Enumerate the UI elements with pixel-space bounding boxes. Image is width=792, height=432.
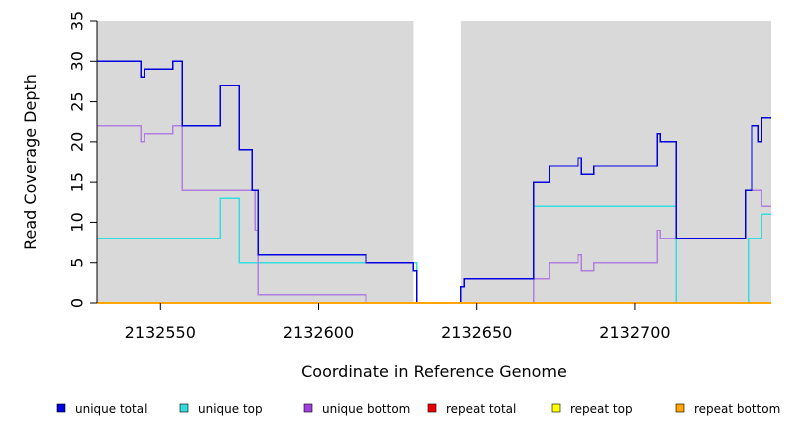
legend-swatch bbox=[179, 403, 189, 413]
y-tick-label: 5 bbox=[68, 258, 87, 268]
series-line-unique-total bbox=[97, 60, 771, 304]
legend-item-repeat-top: repeat top bbox=[551, 402, 633, 416]
shaded-region-1 bbox=[460, 21, 771, 303]
x-tick-label: 2132600 bbox=[283, 323, 354, 342]
x-axis-title: Coordinate in Reference Genome bbox=[301, 362, 567, 381]
legend-item-unique-top: unique top bbox=[179, 402, 263, 416]
plot-shaded-regions bbox=[97, 21, 771, 303]
legend-item-unique-total: unique total bbox=[56, 402, 147, 416]
legend-label: repeat total bbox=[446, 402, 516, 416]
legend-label: unique top bbox=[198, 402, 263, 416]
axes-layer: 0 5 10 15 20 25 30 35 2132550 2132600 2132650 21327… bbox=[68, 11, 671, 342]
y-tick-label: 35 bbox=[68, 11, 87, 31]
series-layer bbox=[97, 60, 771, 304]
y-tick-label: 0 bbox=[68, 298, 87, 308]
y-tick-label: 15 bbox=[68, 172, 87, 192]
x-tick-label: 2132550 bbox=[125, 323, 196, 342]
legend-label: unique bottom bbox=[322, 402, 410, 416]
legend-swatch bbox=[675, 403, 685, 413]
legend: unique total unique top unique bottom repea… bbox=[56, 402, 780, 416]
legend-label: repeat bottom bbox=[694, 402, 780, 416]
y-tick-label: 25 bbox=[68, 91, 87, 111]
series-line-unique-bottom bbox=[97, 125, 771, 304]
legend-label: repeat top bbox=[570, 402, 633, 416]
legend-item-repeat-bottom: repeat bottom bbox=[675, 402, 780, 416]
y-tick-label: 10 bbox=[68, 212, 87, 232]
legend-swatch bbox=[551, 403, 561, 413]
legend-item-repeat-total: repeat total bbox=[427, 402, 516, 416]
legend-swatch bbox=[56, 403, 66, 413]
legend-swatch bbox=[303, 403, 313, 413]
y-tick-label: 30 bbox=[68, 51, 87, 71]
legend-item-unique-bottom: unique bottom bbox=[303, 402, 410, 416]
y-tick-label: 20 bbox=[68, 132, 87, 152]
x-tick-label: 2132650 bbox=[441, 323, 512, 342]
y-axis-title: Read Coverage Depth bbox=[21, 74, 40, 250]
legend-swatch bbox=[427, 403, 437, 413]
shaded-region-0 bbox=[97, 21, 414, 303]
x-tick-label: 2132700 bbox=[599, 323, 670, 342]
legend-label: unique total bbox=[75, 402, 147, 416]
